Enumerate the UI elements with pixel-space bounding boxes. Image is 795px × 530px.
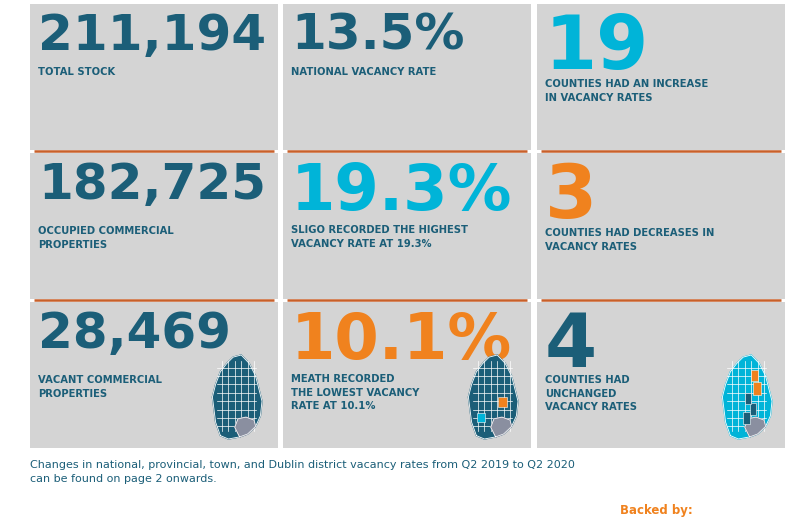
Polygon shape — [723, 355, 772, 439]
Polygon shape — [491, 417, 512, 437]
FancyBboxPatch shape — [750, 403, 756, 415]
FancyBboxPatch shape — [537, 153, 785, 299]
Text: 13.5%: 13.5% — [291, 12, 464, 60]
Text: OCCUPIED COMMERCIAL
PROPERTIES: OCCUPIED COMMERCIAL PROPERTIES — [38, 226, 174, 250]
Polygon shape — [745, 417, 766, 437]
FancyBboxPatch shape — [30, 153, 278, 299]
Text: 28,469: 28,469 — [38, 310, 231, 358]
Text: TOTAL STOCK: TOTAL STOCK — [38, 67, 115, 77]
Text: 3: 3 — [545, 161, 597, 234]
FancyBboxPatch shape — [751, 370, 758, 382]
Text: 211,194: 211,194 — [38, 12, 266, 60]
Text: COUNTIES HAD DECREASES IN
VACANCY RATES: COUNTIES HAD DECREASES IN VACANCY RATES — [545, 228, 715, 252]
Text: 182,725: 182,725 — [38, 161, 266, 209]
FancyBboxPatch shape — [537, 4, 785, 150]
FancyBboxPatch shape — [477, 413, 486, 422]
FancyBboxPatch shape — [537, 302, 785, 448]
FancyBboxPatch shape — [30, 4, 278, 150]
FancyBboxPatch shape — [743, 412, 750, 425]
FancyBboxPatch shape — [753, 382, 761, 395]
FancyBboxPatch shape — [283, 4, 531, 150]
Polygon shape — [235, 417, 256, 437]
FancyBboxPatch shape — [498, 396, 507, 408]
Text: 19.3%: 19.3% — [291, 161, 513, 223]
Text: SLIGO RECORDED THE HIGHEST
VACANCY RATE AT 19.3%: SLIGO RECORDED THE HIGHEST VACANCY RATE … — [291, 225, 468, 249]
FancyBboxPatch shape — [283, 153, 531, 299]
Text: Changes in national, provincial, town, and Dublin district vacancy rates from Q2: Changes in national, provincial, town, a… — [30, 460, 575, 484]
Text: VACANT COMMERCIAL
PROPERTIES: VACANT COMMERCIAL PROPERTIES — [38, 375, 162, 399]
Text: 10.1%: 10.1% — [291, 310, 512, 372]
Text: 4: 4 — [545, 310, 597, 383]
Polygon shape — [212, 355, 262, 439]
Polygon shape — [468, 355, 518, 439]
FancyBboxPatch shape — [283, 302, 531, 448]
Text: 19: 19 — [545, 12, 650, 85]
Text: MEATH RECORDED
THE LOWEST VACANCY
RATE AT 10.1%: MEATH RECORDED THE LOWEST VACANCY RATE A… — [291, 374, 420, 411]
FancyBboxPatch shape — [745, 393, 750, 404]
FancyBboxPatch shape — [30, 302, 278, 448]
Text: Backed by:: Backed by: — [620, 504, 692, 517]
Text: NATIONAL VACANCY RATE: NATIONAL VACANCY RATE — [291, 67, 436, 77]
Text: COUNTIES HAD
UNCHANGED
VACANCY RATES: COUNTIES HAD UNCHANGED VACANCY RATES — [545, 375, 637, 412]
Text: COUNTIES HAD AN INCREASE
IN VACANCY RATES: COUNTIES HAD AN INCREASE IN VACANCY RATE… — [545, 79, 708, 103]
